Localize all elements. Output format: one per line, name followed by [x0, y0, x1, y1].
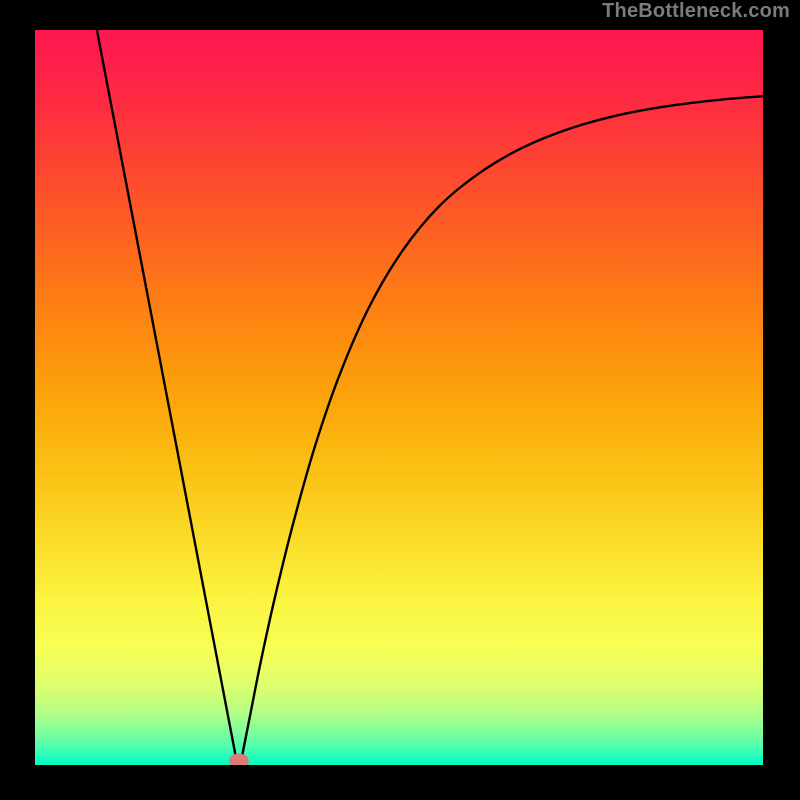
curve-left-branch [97, 30, 238, 765]
curve-right-branch [240, 96, 763, 765]
minimum-marker [229, 754, 249, 765]
bottleneck-curve [35, 30, 763, 765]
plot-area [35, 30, 763, 765]
attribution-text: TheBottleneck.com [602, 0, 790, 23]
chart-root: { "attribution": { "text": "TheBottlenec… [0, 0, 800, 800]
